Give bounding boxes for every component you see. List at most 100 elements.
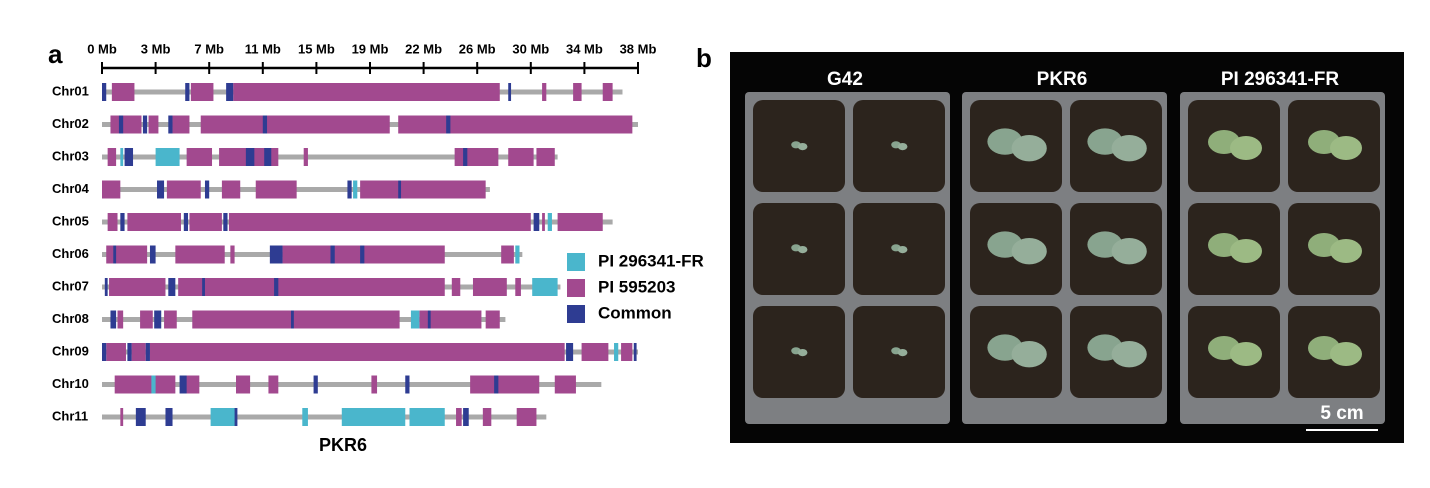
chromosome-name: Chr11	[52, 408, 88, 423]
segment	[274, 278, 279, 296]
leaf	[1111, 135, 1147, 162]
axis-label: 11 Mb	[245, 41, 281, 56]
segment	[360, 180, 486, 199]
segment	[347, 180, 352, 199]
segment	[204, 180, 210, 199]
chromosome-name: Chr02	[52, 116, 89, 131]
chromosome-name: Chr05	[52, 213, 89, 228]
segment	[124, 148, 134, 166]
segment	[463, 148, 468, 166]
segment	[532, 278, 558, 296]
segment	[140, 310, 153, 329]
segment	[107, 213, 118, 231]
segment	[186, 148, 213, 166]
segment	[231, 408, 238, 426]
chromosome-name: Chr10	[52, 376, 89, 391]
segment	[117, 310, 124, 329]
segment	[192, 310, 400, 329]
segment	[621, 343, 633, 361]
segment	[463, 408, 469, 426]
segment	[557, 213, 603, 231]
segment	[157, 180, 165, 199]
segment	[110, 310, 117, 329]
segment	[118, 115, 124, 134]
segment	[111, 83, 135, 101]
column-label: G42	[827, 69, 863, 90]
segment	[155, 148, 180, 166]
segment	[114, 375, 176, 394]
leaf	[1330, 239, 1362, 263]
segment	[508, 83, 512, 101]
leaf	[1011, 341, 1047, 368]
chromosome	[102, 382, 602, 387]
segment	[149, 245, 156, 264]
leaf	[797, 349, 808, 357]
segment	[451, 278, 461, 296]
chromosome	[102, 154, 558, 160]
segment	[536, 148, 555, 166]
legend-swatch	[567, 305, 585, 323]
segment	[107, 148, 117, 166]
chromosome-name: Chr07	[52, 278, 89, 293]
segment	[547, 213, 552, 231]
chromosome-name: Chr01	[52, 83, 89, 98]
leaf	[1111, 341, 1147, 368]
segment	[405, 375, 410, 394]
segment	[200, 115, 390, 134]
segment	[494, 375, 499, 394]
segment	[226, 83, 234, 101]
scale-label: 5 cm	[1320, 403, 1363, 424]
segment	[268, 375, 279, 394]
segment	[233, 83, 500, 101]
axis-label: 3 Mb	[141, 41, 171, 56]
segment	[353, 180, 358, 199]
segment	[113, 245, 117, 264]
segment	[110, 115, 142, 134]
segment	[454, 148, 499, 166]
segment	[221, 180, 241, 199]
axis-label: 26 Mb	[459, 41, 496, 56]
segment	[202, 278, 205, 296]
chromosome-name: Chr03	[52, 148, 89, 163]
segment	[185, 83, 190, 101]
segment	[302, 408, 308, 426]
segment	[313, 375, 318, 394]
segment	[190, 83, 214, 101]
segment	[472, 278, 507, 296]
segment	[189, 213, 222, 231]
segment	[120, 148, 124, 166]
segment	[127, 343, 132, 361]
segment	[151, 375, 156, 394]
segment	[168, 278, 176, 296]
segment	[482, 408, 492, 426]
segment	[516, 408, 537, 426]
segment	[135, 408, 146, 426]
leaf	[897, 349, 908, 357]
segment	[142, 115, 148, 134]
panel-label: b	[696, 43, 712, 73]
segment	[456, 408, 462, 426]
segment	[166, 180, 201, 199]
segment	[614, 343, 619, 361]
segment	[542, 213, 545, 231]
segment	[228, 213, 531, 231]
axis-label: 30 Mb	[512, 41, 549, 56]
segment	[409, 408, 445, 426]
segment	[210, 408, 235, 426]
segment	[303, 148, 308, 166]
segment	[515, 245, 520, 264]
column-label: PKR6	[1037, 69, 1088, 90]
chromosome-name: Chr04	[52, 181, 90, 196]
segment	[341, 408, 406, 426]
segment	[175, 245, 225, 264]
segment	[291, 310, 294, 329]
leaf	[797, 143, 808, 151]
axis-label: 19 Mb	[352, 41, 389, 56]
segment	[109, 278, 166, 296]
chromosome	[102, 414, 547, 420]
segment	[245, 148, 255, 166]
segment	[145, 343, 150, 361]
panel-label: a	[48, 39, 63, 69]
segment	[410, 310, 420, 329]
segment	[102, 180, 121, 199]
